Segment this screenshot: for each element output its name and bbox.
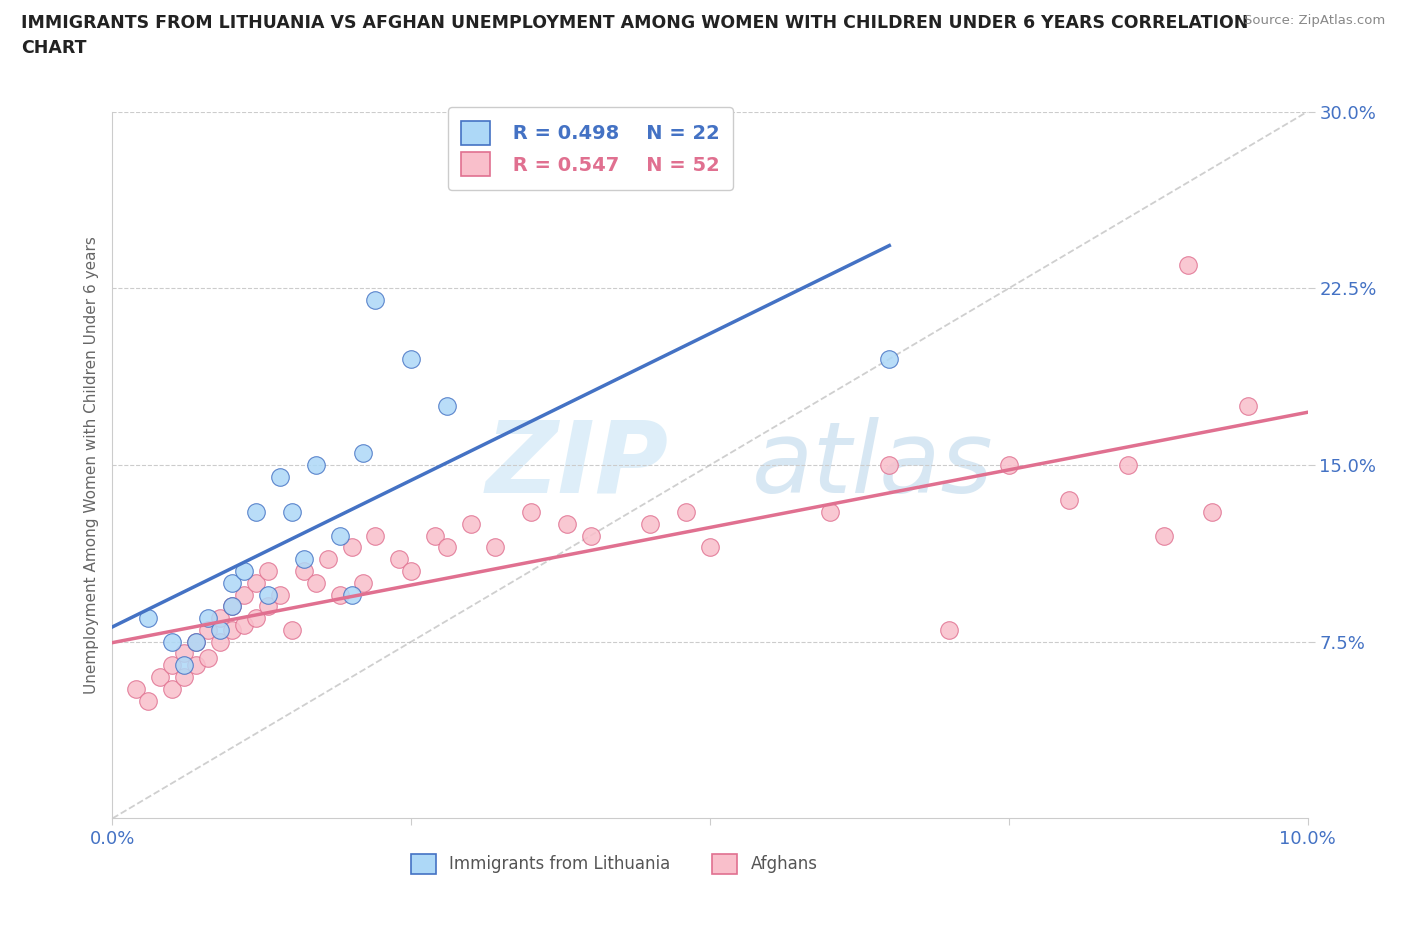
Point <box>281 622 304 637</box>
Point <box>1153 528 1175 543</box>
Point <box>257 599 280 614</box>
Point <box>186 634 208 649</box>
Point <box>998 458 1021 472</box>
Point <box>221 622 243 637</box>
Point <box>388 551 411 566</box>
Point <box>353 576 375 591</box>
Point <box>173 646 195 661</box>
Point <box>436 399 458 414</box>
Point <box>1057 493 1080 508</box>
Text: CHART: CHART <box>21 39 87 57</box>
Point <box>460 516 482 531</box>
Point <box>245 505 267 520</box>
Point <box>257 564 280 578</box>
Point <box>340 587 363 602</box>
Point <box>305 576 328 591</box>
Point <box>209 634 232 649</box>
Point <box>292 551 315 566</box>
Point <box>162 658 183 672</box>
Point <box>221 599 243 614</box>
Point <box>173 670 195 684</box>
Point <box>879 458 901 472</box>
Point <box>245 576 267 591</box>
Point <box>818 505 841 520</box>
Point <box>186 658 208 672</box>
Point <box>269 470 291 485</box>
Point <box>197 651 219 666</box>
Point <box>209 622 232 637</box>
Point <box>233 587 256 602</box>
Y-axis label: Unemployment Among Women with Children Under 6 years: Unemployment Among Women with Children U… <box>83 236 98 694</box>
Point <box>221 576 243 591</box>
Point <box>675 505 697 520</box>
Point <box>436 540 458 555</box>
Point <box>316 551 339 566</box>
Point <box>269 587 291 602</box>
Point <box>1237 399 1260 414</box>
Point <box>329 528 352 543</box>
Point <box>484 540 506 555</box>
Point <box>221 599 243 614</box>
Point <box>340 540 363 555</box>
Point <box>699 540 721 555</box>
Point <box>162 634 183 649</box>
Point <box>162 682 183 697</box>
Point <box>138 611 160 626</box>
Point <box>938 622 960 637</box>
Point <box>879 352 901 366</box>
Point <box>138 693 160 708</box>
Point <box>209 611 232 626</box>
Point <box>257 587 280 602</box>
Point <box>149 670 172 684</box>
Point <box>281 505 304 520</box>
Point <box>579 528 602 543</box>
Point <box>292 564 315 578</box>
Legend: Immigrants from Lithuania, Afghans: Immigrants from Lithuania, Afghans <box>405 847 824 881</box>
Text: ZIP: ZIP <box>485 417 668 513</box>
Point <box>640 516 662 531</box>
Text: Source: ZipAtlas.com: Source: ZipAtlas.com <box>1244 14 1385 27</box>
Point <box>520 505 543 520</box>
Point <box>364 293 387 308</box>
Point <box>245 611 267 626</box>
Point <box>125 682 148 697</box>
Point <box>197 622 219 637</box>
Point <box>1201 505 1223 520</box>
Point <box>401 352 423 366</box>
Point <box>173 658 195 672</box>
Point <box>329 587 352 602</box>
Point <box>305 458 328 472</box>
Point <box>233 618 256 632</box>
Text: IMMIGRANTS FROM LITHUANIA VS AFGHAN UNEMPLOYMENT AMONG WOMEN WITH CHILDREN UNDER: IMMIGRANTS FROM LITHUANIA VS AFGHAN UNEM… <box>21 14 1249 32</box>
Point <box>1177 258 1199 272</box>
Point <box>1118 458 1140 472</box>
Point <box>197 611 219 626</box>
Point <box>425 528 447 543</box>
Point <box>555 516 578 531</box>
Point <box>233 564 256 578</box>
Point <box>186 634 208 649</box>
Point <box>353 445 375 460</box>
Text: atlas: atlas <box>752 417 994 513</box>
Point <box>364 528 387 543</box>
Point <box>401 564 423 578</box>
